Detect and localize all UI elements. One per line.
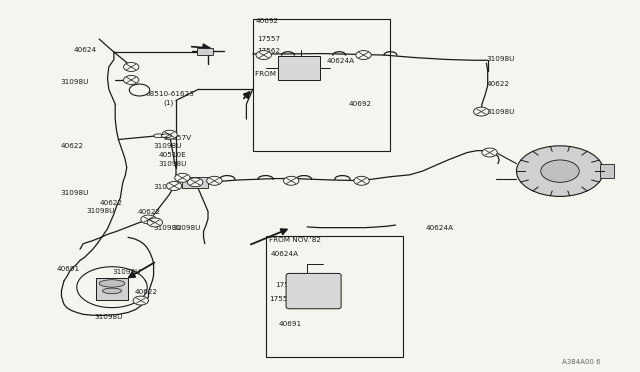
Bar — [278, 56, 320, 80]
Text: 31098U: 31098U — [159, 161, 187, 167]
Circle shape — [356, 51, 371, 60]
Circle shape — [516, 146, 604, 196]
Circle shape — [474, 107, 489, 116]
Bar — [600, 164, 614, 178]
Text: 31098U: 31098U — [95, 314, 123, 320]
Circle shape — [188, 178, 203, 187]
Text: 40622: 40622 — [134, 289, 157, 295]
Ellipse shape — [102, 288, 122, 294]
Circle shape — [141, 215, 156, 224]
Text: 40624: 40624 — [74, 47, 97, 53]
Text: 17562: 17562 — [275, 282, 298, 288]
Bar — [182, 177, 208, 188]
Circle shape — [482, 148, 497, 157]
Ellipse shape — [161, 134, 172, 138]
Circle shape — [284, 176, 299, 185]
Text: A384A00 6: A384A00 6 — [562, 359, 600, 365]
FancyBboxPatch shape — [286, 273, 341, 309]
Text: 31098U: 31098U — [61, 190, 89, 196]
Circle shape — [166, 182, 182, 190]
Circle shape — [147, 218, 163, 227]
Bar — [197, 48, 213, 55]
Text: 40691: 40691 — [56, 266, 79, 272]
Text: 31098U: 31098U — [61, 79, 89, 85]
Text: (1): (1) — [163, 99, 173, 106]
Text: 08510-61623: 08510-61623 — [146, 91, 195, 97]
Text: 38557V: 38557V — [163, 135, 191, 141]
Circle shape — [124, 76, 139, 84]
Text: 31098U: 31098U — [486, 109, 515, 115]
Circle shape — [162, 130, 177, 139]
Text: 31098U: 31098U — [154, 143, 182, 149]
Text: 40624A: 40624A — [326, 58, 355, 64]
Bar — [266, 236, 403, 357]
Circle shape — [256, 51, 271, 60]
Text: 40691: 40691 — [278, 321, 301, 327]
Text: 40692: 40692 — [256, 18, 279, 24]
Ellipse shape — [99, 280, 125, 287]
Text: FROM NOV.'82: FROM NOV.'82 — [269, 237, 321, 243]
Text: 40510E: 40510E — [159, 153, 186, 158]
Circle shape — [354, 176, 369, 185]
Text: 17562: 17562 — [257, 48, 280, 54]
Circle shape — [541, 160, 579, 182]
Text: 40622: 40622 — [99, 200, 122, 206]
Text: 31098U: 31098U — [486, 56, 515, 62]
Bar — [253, 19, 390, 151]
Text: 31098U: 31098U — [112, 269, 140, 275]
Text: 40622: 40622 — [61, 143, 84, 149]
Text: 40692: 40692 — [349, 101, 372, 107]
Circle shape — [175, 173, 190, 182]
Text: FROM FEB.'82: FROM FEB.'82 — [255, 71, 305, 77]
Circle shape — [133, 296, 148, 305]
Text: 31098U: 31098U — [86, 208, 115, 214]
Text: 40624A: 40624A — [271, 251, 299, 257]
Bar — [96, 278, 128, 300]
Text: 17557: 17557 — [257, 36, 280, 42]
Ellipse shape — [154, 134, 164, 138]
Text: 31098U: 31098U — [154, 225, 182, 231]
Text: 40622: 40622 — [138, 209, 161, 215]
Text: 40624A: 40624A — [426, 225, 454, 231]
Text: S: S — [137, 86, 142, 94]
Text: 31098U: 31098U — [154, 184, 182, 190]
Circle shape — [207, 176, 222, 185]
Circle shape — [124, 62, 139, 71]
Circle shape — [129, 84, 150, 96]
Text: 31098U: 31098U — [173, 225, 201, 231]
Text: 17557: 17557 — [269, 296, 292, 302]
Text: 40622: 40622 — [486, 81, 509, 87]
